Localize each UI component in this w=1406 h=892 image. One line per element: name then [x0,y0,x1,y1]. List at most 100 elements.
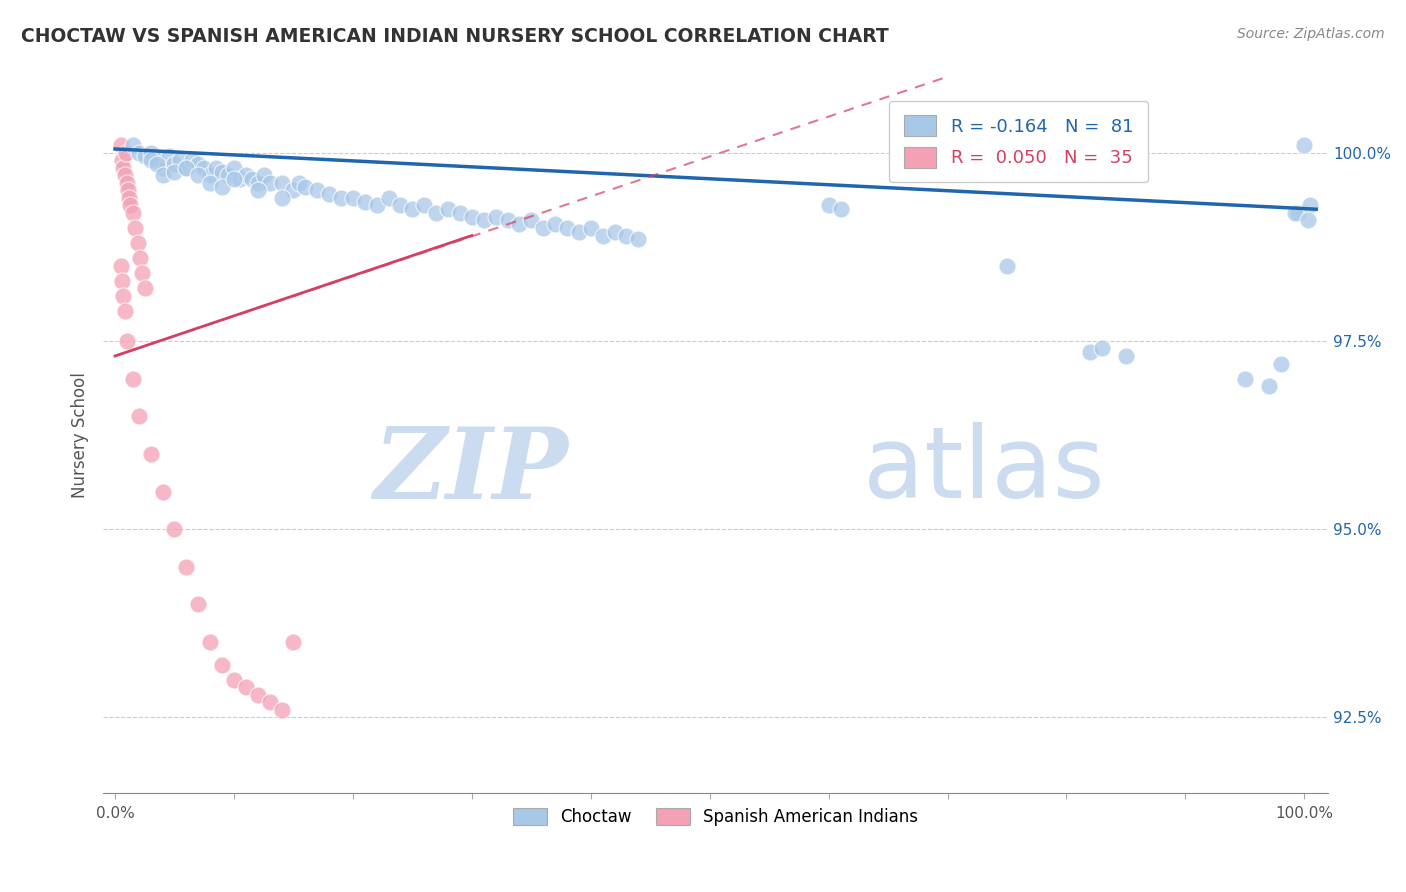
Point [222,161,245,175]
Legend: Choctaw, Spanish American Indians: Choctaw, Spanish American Indians [505,799,927,834]
Point [139,145,162,160]
Point [114,303,136,318]
Point [120,198,142,212]
Point [603,225,626,239]
Point [1078,345,1101,359]
Point [259,176,281,190]
Point [114,145,136,160]
Point [198,176,221,190]
Point [1115,349,1137,363]
Point [211,179,233,194]
Point [472,213,495,227]
Point [484,210,506,224]
Point [1257,379,1279,393]
Point [389,198,412,212]
Point [508,217,530,231]
Text: 0.0%: 0.0% [96,806,135,822]
Point [176,559,198,574]
Text: Source: ZipAtlas.com: Source: ZipAtlas.com [1237,27,1385,41]
Point [111,274,134,288]
Point [163,522,186,536]
Point [531,221,554,235]
Point [1270,357,1292,371]
Point [114,169,136,183]
Point [353,194,375,209]
Point [366,198,388,212]
Point [1299,198,1322,212]
Point [259,695,281,709]
Point [246,183,269,197]
Point [187,157,209,171]
Point [205,161,228,175]
Point [520,213,543,227]
Point [129,251,152,265]
Point [330,191,353,205]
Point [211,657,233,672]
Point [169,153,191,168]
Point [592,228,614,243]
Point [235,169,257,183]
Point [283,183,305,197]
Point [134,281,156,295]
Point [616,228,638,243]
Point [401,202,423,217]
Point [152,161,174,175]
Point [270,703,292,717]
Point [246,688,269,702]
Point [193,161,215,175]
Point [145,153,167,168]
Point [413,198,436,212]
Point [198,635,221,649]
Text: CHOCTAW VS SPANISH AMERICAN INDIAN NURSERY SCHOOL CORRELATION CHART: CHOCTAW VS SPANISH AMERICAN INDIAN NURSE… [21,27,889,45]
Point [187,169,209,183]
Point [134,149,156,163]
Text: atlas: atlas [863,422,1104,519]
Point [1233,371,1256,385]
Point [817,198,839,212]
Point [246,176,269,190]
Point [288,176,311,190]
Point [544,217,567,231]
Point [377,191,399,205]
Point [118,191,141,205]
Point [163,164,186,178]
Point [342,191,364,205]
Point [163,157,186,171]
Point [139,447,162,461]
Point [157,149,180,163]
Point [121,206,143,220]
Point [307,183,329,197]
Point [318,187,340,202]
Point [235,680,257,694]
Point [152,169,174,183]
Point [425,206,447,220]
Point [1284,206,1306,220]
Point [187,598,209,612]
Point [117,183,139,197]
Point [555,221,578,235]
Point [152,484,174,499]
Point [496,213,519,227]
Point [222,172,245,186]
Point [198,169,221,183]
Point [211,164,233,178]
Point [568,225,591,239]
Point [145,157,167,171]
Point [1296,213,1319,227]
Point [110,259,132,273]
Point [121,138,143,153]
Point [437,202,460,217]
Point [1294,138,1316,153]
Point [128,409,150,424]
Point [240,172,263,186]
Point [294,179,316,194]
Point [217,169,239,183]
Point [253,169,276,183]
Point [181,153,204,168]
Point [139,153,162,168]
Point [112,289,135,303]
Point [222,673,245,687]
Point [128,145,150,160]
Point [449,206,471,220]
Point [176,161,198,175]
